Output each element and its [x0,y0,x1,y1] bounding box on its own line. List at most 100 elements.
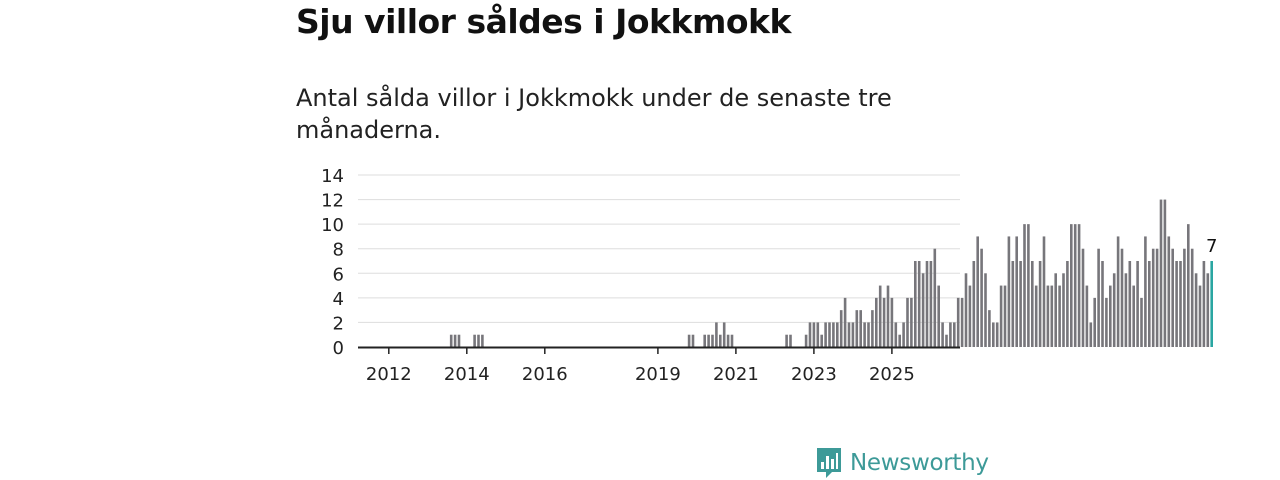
bar [847,322,851,347]
bar [1202,261,1206,347]
bar [914,261,917,347]
bar [1097,248,1100,347]
bar [789,334,792,347]
bar [1120,248,1124,347]
bar [910,297,913,347]
bar [898,334,901,347]
bar [1132,285,1135,347]
bar [1027,224,1030,347]
chart-subtitle: Antal sålda villor i Jokkmokk under de s… [296,84,892,144]
bar [976,236,979,347]
bar [820,334,823,347]
y-tick-label: 12 [321,191,344,212]
bar [871,310,874,347]
bar [1070,224,1073,347]
bar [726,334,730,347]
bar [715,322,718,347]
y-tick-label: 2 [333,313,344,334]
bar [1042,236,1046,347]
y-tick-label: 8 [333,240,344,261]
bar [1151,248,1155,347]
bar [449,334,453,347]
bar [1163,199,1167,347]
bar [964,273,968,347]
bar [1140,297,1143,347]
bar [941,322,944,347]
bar [859,310,862,347]
bar [719,334,722,347]
bar [968,285,972,347]
bar [933,248,937,347]
bar [722,322,726,347]
bar [1038,261,1042,347]
x-tick-label: 2025 [869,364,915,385]
bar [481,334,484,347]
x-tick-label: 2016 [522,364,568,385]
bar [988,310,991,347]
bar [1183,248,1186,347]
bar-highlight [1210,261,1213,347]
bar [906,297,909,347]
bar [960,297,964,347]
bar [851,322,855,347]
bar [1171,248,1174,347]
bar [882,297,886,347]
bar [953,322,956,347]
bar [839,310,843,347]
bar [925,261,929,347]
newsworthy-logo[interactable]: Newsworthy [815,446,989,480]
bar [1046,285,1050,347]
y-tick-label: 10 [321,215,344,236]
bar [1050,285,1054,347]
bar [1167,236,1171,347]
bar [1144,236,1147,347]
bar [949,322,952,347]
bar [824,322,827,347]
bar [1081,248,1085,347]
bar [1007,236,1011,347]
x-tick-label: 2023 [791,364,837,385]
bar [917,261,921,347]
y-tick-label: 0 [333,338,344,359]
bar [956,297,960,347]
bar [1019,261,1022,347]
bar [1105,297,1108,347]
bar [1187,224,1190,347]
bar [816,322,820,347]
x-tick-label: 2014 [444,364,490,385]
bar [890,297,894,347]
bar [453,334,457,347]
bar [691,334,695,347]
y-tick-label: 4 [333,289,344,310]
bar [1089,322,1093,347]
newsworthy-logo-icon [817,448,841,478]
bar [836,322,839,347]
bar [921,273,925,347]
bar [1124,273,1128,347]
bar [1175,261,1178,347]
bar [1116,236,1120,347]
bar [1148,261,1151,347]
bar [999,285,1003,347]
bar [828,322,831,347]
bar [1073,224,1077,347]
bar [995,322,999,347]
bar [804,334,808,347]
bar [730,334,734,347]
bar [1159,199,1163,347]
bar [707,334,710,347]
bar [902,322,905,347]
bar [1058,285,1061,347]
bar [1112,273,1116,347]
bar [980,248,983,347]
bar [1198,285,1202,347]
bar [1093,297,1096,347]
highlight-value-label: 7 [1206,236,1217,257]
brand-name: Newsworthy [850,450,989,476]
bar [1085,285,1089,347]
y-tick-label: 6 [333,264,344,285]
bar [473,334,476,347]
bar [785,334,788,347]
bar [808,322,812,347]
bar [843,297,847,347]
